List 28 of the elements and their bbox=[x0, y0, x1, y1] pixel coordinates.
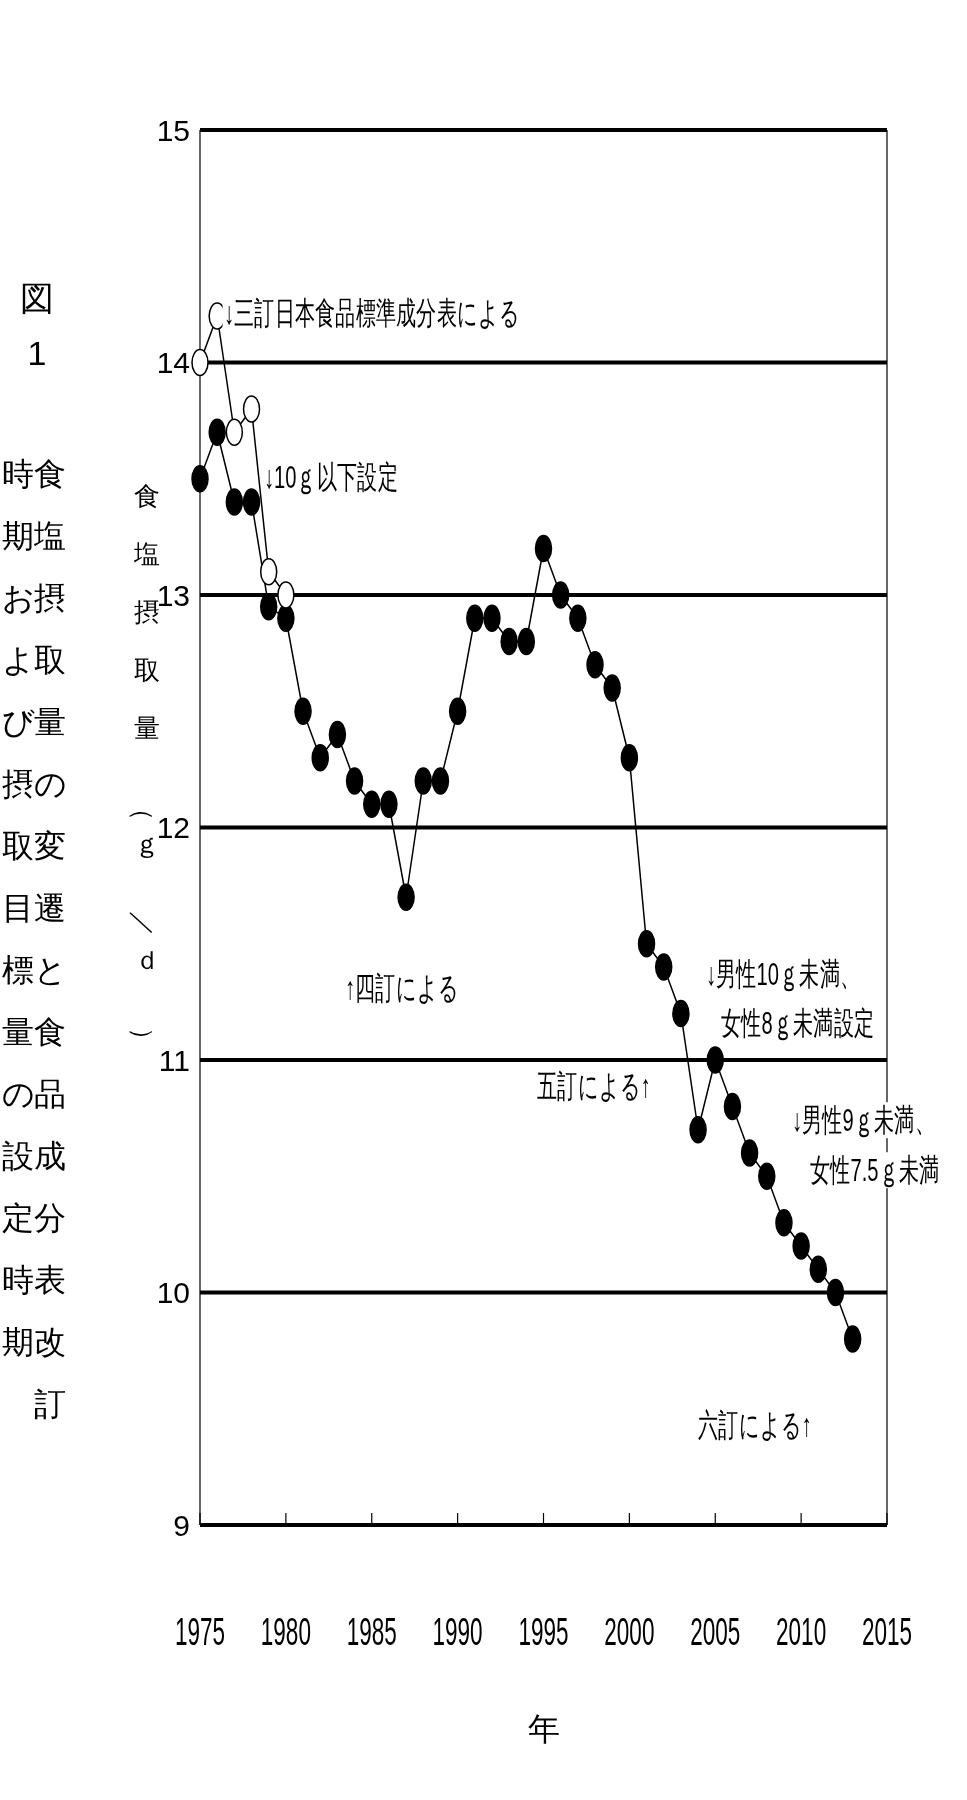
x-tick-label: 1985 bbox=[346, 1609, 397, 1654]
annotation: 六訂による↑ bbox=[698, 1407, 812, 1444]
x-tick-label: 2000 bbox=[604, 1609, 655, 1654]
title: 図1 bbox=[20, 279, 54, 372]
annotation: ↓男性10ｇ未満、 bbox=[706, 956, 861, 993]
annotation: ↓男性9ｇ未満、 bbox=[792, 1102, 935, 1139]
x-axis-title: 年 bbox=[527, 1711, 560, 1747]
y-tick-label: 12 bbox=[156, 811, 190, 844]
y-tick-label: 14 bbox=[156, 346, 190, 379]
y-tick-label: 10 bbox=[156, 1276, 190, 1309]
x-tick-label: 1980 bbox=[260, 1609, 311, 1654]
x-tick-label: 1995 bbox=[518, 1609, 569, 1654]
x-tick-label: 2005 bbox=[690, 1609, 741, 1654]
x-tick-label: 1975 bbox=[174, 1609, 226, 1654]
y-tick-label: 15 bbox=[156, 113, 190, 147]
subtitle: 食塩摂取量の変遷と食品成分表改訂 bbox=[33, 456, 67, 1422]
y-tick-label: 9 bbox=[173, 1508, 190, 1542]
annotation: ↓10ｇ以下設定 bbox=[264, 459, 398, 496]
x-tick-label: 2015 bbox=[861, 1609, 913, 1654]
annotation: ↑四訂による bbox=[345, 970, 459, 1007]
annotation: ↓三訂日本食品標準成分表による bbox=[224, 295, 520, 332]
x-tick-label: 2010 bbox=[776, 1609, 827, 1654]
x-tick-label: 1990 bbox=[432, 1609, 483, 1654]
annotation: 女性8ｇ未満設定 bbox=[721, 1005, 875, 1042]
y-tick-label: 11 bbox=[158, 1043, 190, 1077]
annotation: 女性7.5ｇ未満 bbox=[810, 1152, 940, 1189]
annotation: 時期および摂取目標量の設定時期 bbox=[1, 456, 35, 1360]
annotation: 五訂による↑ bbox=[537, 1068, 651, 1105]
